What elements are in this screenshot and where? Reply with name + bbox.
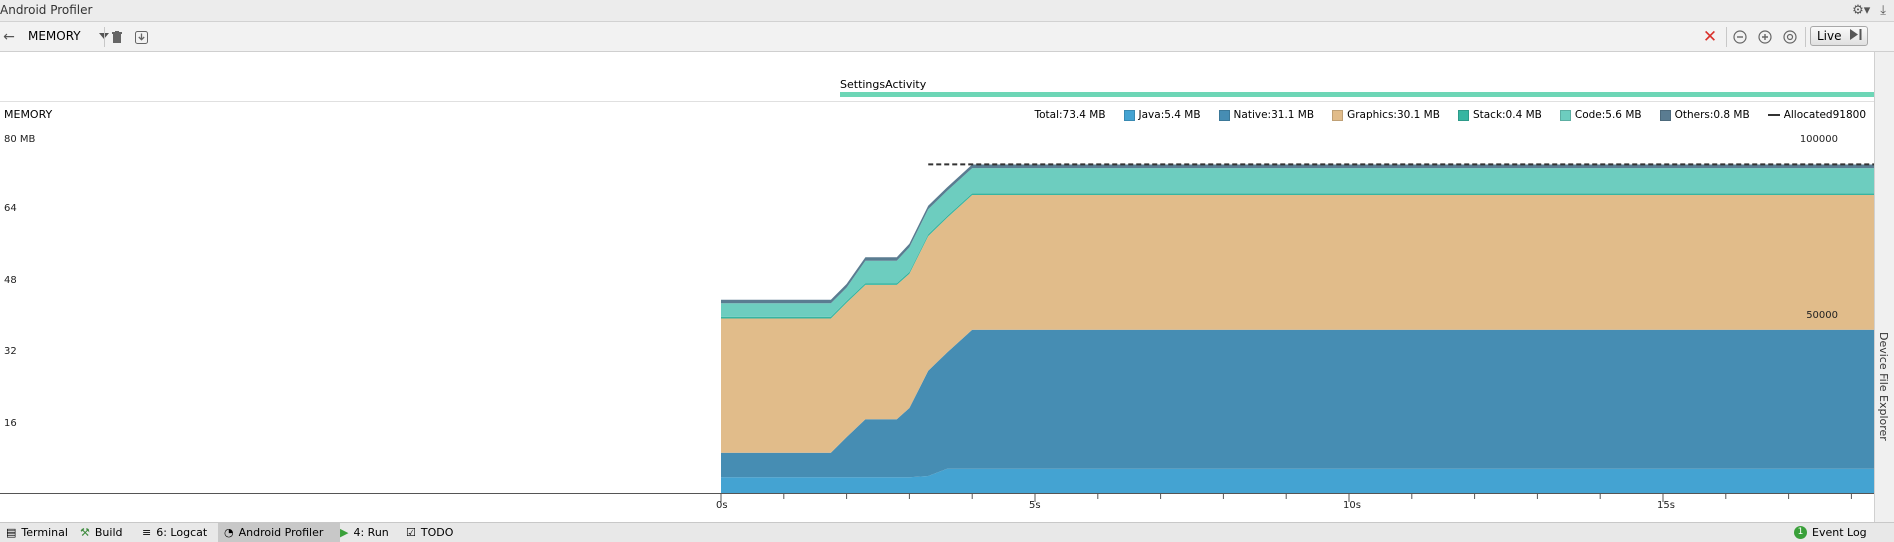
tab-terminal[interactable]: ▤ Terminal — [0, 523, 74, 542]
logcat-icon: ≡ — [142, 526, 152, 539]
right-tool-strip: Device File Explorer — [1874, 52, 1894, 522]
stop-session-icon[interactable]: ✕ — [1702, 27, 1718, 47]
tab-run-label: 4: Run — [353, 526, 389, 539]
time-label-5s: 5s — [1029, 500, 1041, 511]
toolbar-divider — [1726, 27, 1727, 47]
tab-android-profiler[interactable]: ◔ Android Profiler — [218, 523, 340, 542]
memory-label: MEMORY — [4, 108, 53, 121]
trash-icon[interactable] — [108, 28, 126, 46]
y2-axis-label-50000: 50000 — [1806, 310, 1838, 321]
reset-zoom-icon[interactable] — [1781, 28, 1799, 46]
legend-java: Java:5.4 MB — [1123, 109, 1201, 121]
chevron-down-icon — [98, 33, 109, 39]
native-swatch — [1218, 109, 1230, 121]
terminal-icon: ▤ — [6, 526, 17, 539]
y-axis-label-16: 16 — [4, 418, 17, 429]
device-file-explorer-tab[interactable]: Device File Explorer — [1877, 332, 1890, 441]
activity-bar[interactable] — [840, 92, 1874, 97]
time-label-10s: 10s — [1343, 500, 1361, 511]
hammer-icon: ⚒ — [80, 526, 90, 539]
tab-build[interactable]: ⚒ Build — [74, 523, 129, 542]
area-java — [721, 468, 1874, 493]
memory-chart[interactable] — [0, 102, 1874, 495]
y-axis-label-80: 80 MB — [4, 134, 36, 145]
live-button[interactable]: Live — [1810, 26, 1868, 46]
java-swatch — [1123, 109, 1135, 121]
gear-icon[interactable]: ⚙▾ — [1852, 3, 1871, 18]
zoom-out-icon[interactable] — [1731, 28, 1749, 46]
allocated-swatch — [1767, 114, 1780, 116]
area-graphics — [721, 195, 1874, 453]
tab-android-profiler-label: Android Profiler — [238, 526, 324, 539]
todo-icon: ☑ — [406, 526, 416, 539]
legend-code: Code:5.6 MB — [1559, 109, 1642, 121]
profiler-gauge-icon: ◔ — [224, 526, 234, 539]
memory-chart-panel: MEMORY Total:73.4 MB Java:5.4 MB Native:… — [0, 102, 1874, 495]
activity-label: SettingsActivity — [840, 78, 927, 91]
graphics-swatch — [1332, 109, 1344, 121]
run-icon: ▶ — [340, 526, 349, 539]
capture-heap-dump-icon[interactable] — [132, 28, 150, 46]
area-code — [721, 168, 1874, 317]
time-axis[interactable]: 0s 5s 10s 15s — [0, 493, 1874, 521]
tab-event-log[interactable]: 1 Event Log — [1788, 523, 1873, 542]
tab-build-label: Build — [94, 526, 123, 539]
toolbar-divider — [104, 27, 105, 47]
tab-logcat-label: 6: Logcat — [156, 526, 208, 539]
back-arrow-icon[interactable]: ← — [3, 29, 15, 45]
window-title: Android Profiler — [0, 3, 93, 17]
legend-stack: Stack:0.4 MB — [1457, 109, 1542, 121]
legend-allocated: Allocated91800 — [1767, 109, 1866, 121]
legend-graphics: Graphics:30.1 MB — [1332, 109, 1440, 121]
live-label: Live — [1817, 29, 1842, 43]
tool-window-bar: ▤ Terminal ⚒ Build ≡ 6: Logcat ◔ Android… — [0, 522, 1894, 542]
event-log-badge: 1 — [1794, 526, 1807, 539]
legend-native: Native:31.1 MB — [1218, 109, 1314, 121]
y2-axis-label-100000: 100000 — [1799, 134, 1838, 145]
y-axis-label-48: 48 — [4, 275, 17, 286]
hide-panel-icon[interactable]: ⤓ — [1880, 3, 1886, 18]
memory-legend: Total:73.4 MB Java:5.4 MB Native:31.1 MB… — [1034, 109, 1866, 121]
tab-todo[interactable]: ☑ TODO — [400, 523, 459, 542]
others-swatch — [1659, 109, 1671, 121]
y-axis-label-32: 32 — [4, 346, 17, 357]
y-axis-label-64: 64 — [4, 203, 17, 214]
tab-todo-label: TODO — [420, 526, 454, 539]
stack-swatch — [1457, 109, 1469, 121]
profiler-select-value: MEMORY — [28, 29, 81, 43]
profiler-toolbar: ← MEMORY ✕ Live — [0, 22, 1894, 52]
tab-run[interactable]: ▶ 4: Run — [334, 523, 395, 542]
profiler-select[interactable]: MEMORY — [28, 29, 109, 43]
toolbar-divider — [1805, 27, 1806, 47]
legend-total: Total:73.4 MB — [1034, 109, 1106, 121]
event-timeline: SettingsActivity — [0, 52, 1874, 102]
go-live-icon — [1849, 29, 1862, 43]
tab-event-log-label: Event Log — [1812, 526, 1867, 539]
tab-logcat[interactable]: ≡ 6: Logcat — [136, 523, 213, 542]
title-bar: Android Profiler ⚙▾ ⤓ — [0, 0, 1894, 22]
area-native — [721, 329, 1874, 478]
zoom-in-icon[interactable] — [1756, 28, 1774, 46]
time-label-0s: 0s — [716, 500, 728, 511]
time-label-15s: 15s — [1657, 500, 1675, 511]
code-swatch — [1559, 109, 1571, 121]
legend-others: Others:0.8 MB — [1659, 109, 1750, 121]
tab-terminal-label: Terminal — [21, 526, 68, 539]
